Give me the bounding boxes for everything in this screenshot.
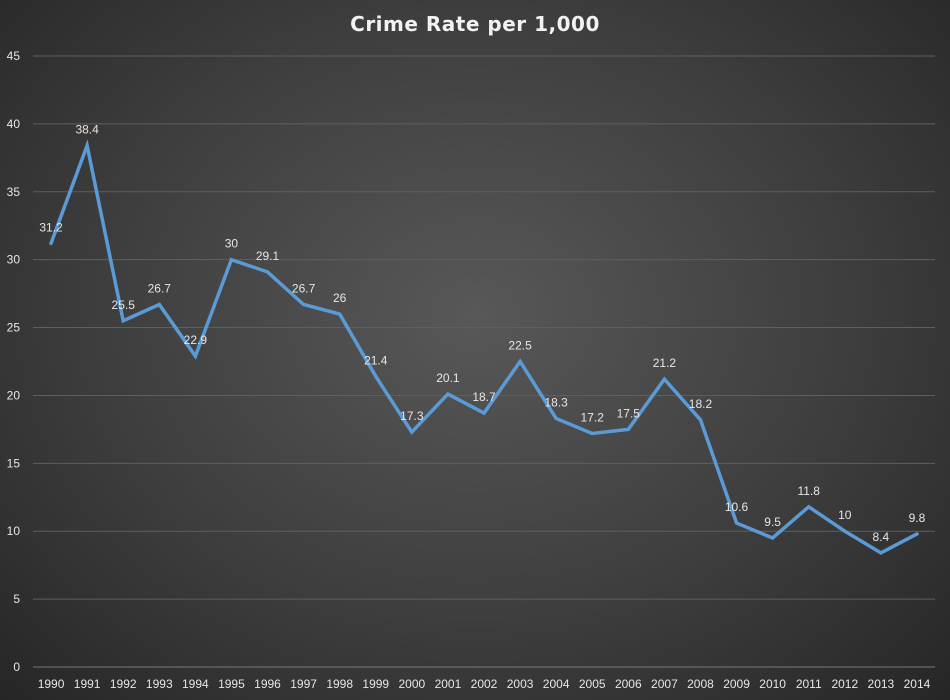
x-tick-label: 1994 <box>182 677 209 691</box>
data-label: 26.7 <box>148 281 172 295</box>
data-label: 26 <box>333 291 347 305</box>
data-label: 17.5 <box>617 406 641 420</box>
x-tick-label: 1992 <box>110 677 137 691</box>
data-label: 9.8 <box>909 511 926 525</box>
x-tick-label: 1990 <box>38 677 65 691</box>
y-tick-label: 40 <box>7 117 21 131</box>
data-label: 10 <box>838 508 852 522</box>
x-tick-label: 2008 <box>687 677 714 691</box>
data-label: 26.7 <box>292 281 316 295</box>
data-label: 10.6 <box>725 500 749 514</box>
x-tick-label: 2012 <box>831 677 858 691</box>
x-tick-label: 1991 <box>74 677 101 691</box>
y-tick-label: 45 <box>7 49 21 63</box>
y-tick-label: 15 <box>7 456 21 470</box>
data-label: 22.5 <box>508 339 532 353</box>
chart-title: Crime Rate per 1,000 <box>350 12 600 36</box>
data-label: 25.5 <box>112 298 136 312</box>
x-tick-label: 1995 <box>218 677 245 691</box>
x-tick-label: 2013 <box>868 677 895 691</box>
data-label: 21.4 <box>364 353 388 367</box>
y-tick-label: 0 <box>13 660 20 674</box>
data-label: 17.2 <box>581 410 605 424</box>
x-tick-label: 2005 <box>579 677 606 691</box>
data-label: 18.2 <box>689 397 713 411</box>
x-tick-label: 2007 <box>651 677 678 691</box>
y-tick-label: 20 <box>7 388 21 402</box>
x-tick-label: 2001 <box>435 677 462 691</box>
x-tick-label: 1993 <box>146 677 173 691</box>
data-label: 38.4 <box>75 123 99 137</box>
x-tick-label: 1996 <box>254 677 281 691</box>
data-label: 20.1 <box>436 371 460 385</box>
data-label: 9.5 <box>764 515 781 529</box>
x-tick-label: 2009 <box>723 677 750 691</box>
y-tick-label: 10 <box>7 524 21 538</box>
y-tick-label: 5 <box>13 592 20 606</box>
data-label: 8.4 <box>873 530 890 544</box>
data-label: 18.3 <box>544 396 568 410</box>
data-label: 18.7 <box>472 390 496 404</box>
data-label: 31.2 <box>39 220 63 234</box>
data-label: 17.3 <box>400 409 424 423</box>
x-tick-label: 2003 <box>507 677 534 691</box>
x-tick-label: 2000 <box>398 677 425 691</box>
data-label: 22.9 <box>184 333 208 347</box>
x-tick-label: 1998 <box>326 677 353 691</box>
x-tick-label: 2011 <box>796 677 822 691</box>
x-tick-label: 2002 <box>471 677 498 691</box>
data-label: 29.1 <box>256 249 280 263</box>
series-line <box>49 139 919 555</box>
y-tick-label: 35 <box>7 185 21 199</box>
data-label: 21.2 <box>653 356 677 370</box>
data-label: 11.8 <box>797 484 820 498</box>
y-tick-label: 25 <box>7 321 21 335</box>
x-tick-label: 2014 <box>904 677 931 691</box>
x-tick-label: 1997 <box>290 677 317 691</box>
y-tick-label: 30 <box>7 253 21 267</box>
x-tick-label: 1999 <box>362 677 389 691</box>
x-tick-label: 2006 <box>615 677 642 691</box>
x-tick-label: 2010 <box>759 677 786 691</box>
x-tick-label: 2004 <box>543 677 570 691</box>
data-label: 30 <box>225 237 239 251</box>
